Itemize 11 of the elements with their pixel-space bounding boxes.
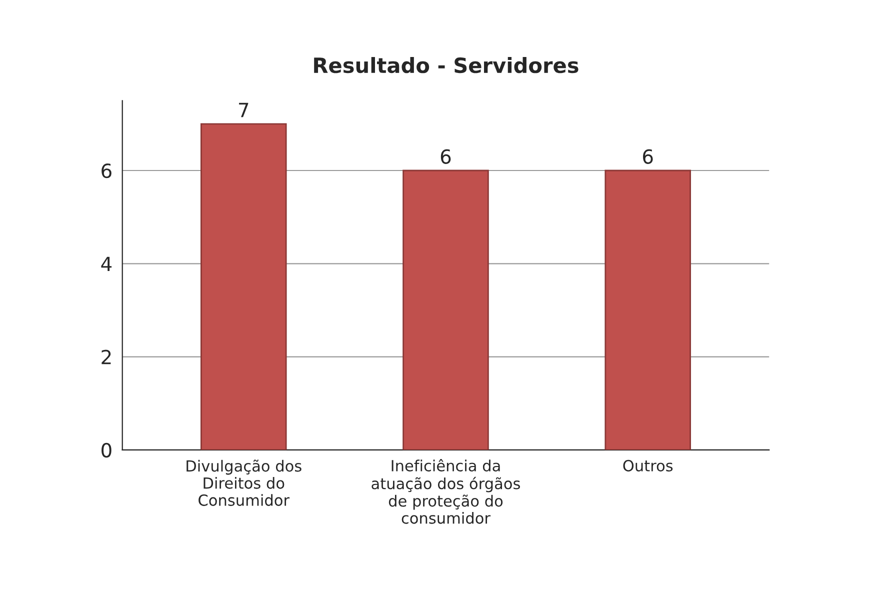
chart-title: Resultado - Servidores <box>314 57 578 74</box>
x-tick-label: Outros <box>623 460 673 472</box>
data-label: 7 <box>239 102 248 118</box>
data-label: 6 <box>643 149 653 164</box>
data-label: 6 <box>440 149 451 164</box>
y-tick-label: 2 <box>102 350 111 364</box>
x-tick-label: Ineficiência da atuação dos órgãos de proteção do consumidor <box>372 459 520 524</box>
y-tick-label: 0 <box>102 442 112 458</box>
y-tick-label: 4 <box>101 256 112 272</box>
x-tick-label: Divulgação dos Direitos do Consumidor <box>186 460 302 506</box>
y-tick-label: 6 <box>102 163 112 178</box>
